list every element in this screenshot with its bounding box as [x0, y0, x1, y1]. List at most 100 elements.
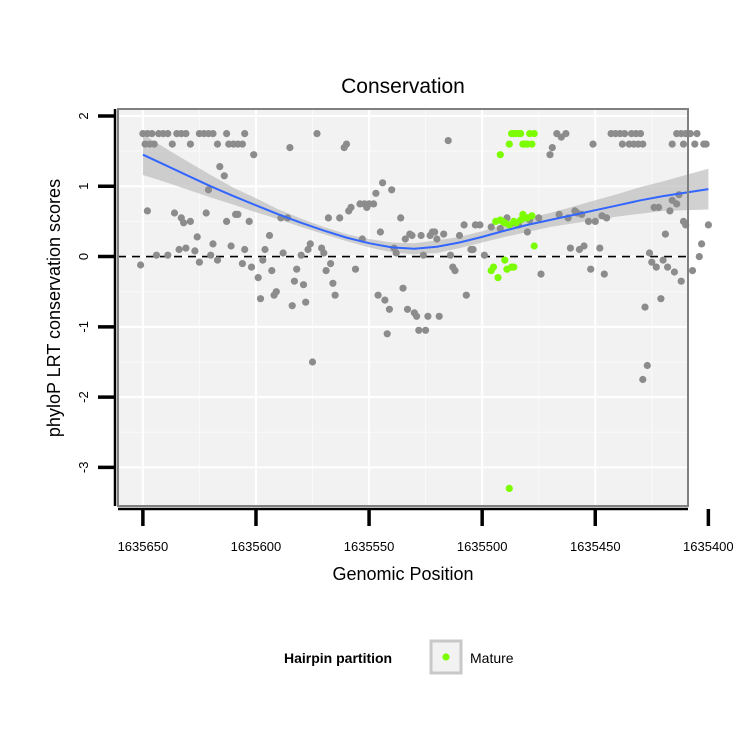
- data-point-mature: [505, 484, 513, 492]
- data-point-mature: [501, 256, 509, 264]
- points-layer: [137, 130, 713, 492]
- data-point-other: [419, 251, 427, 259]
- y-axis: 2 1 0 -1 -2 -3: [76, 109, 117, 506]
- x-tick-label: 1635650: [118, 539, 169, 554]
- data-point-other: [480, 251, 488, 259]
- data-point-other: [216, 163, 224, 171]
- data-point-other: [702, 140, 710, 148]
- data-point-other: [150, 140, 158, 148]
- data-point-other: [148, 130, 156, 138]
- data-point-mature: [510, 263, 518, 271]
- data-point-other: [388, 186, 396, 194]
- x-tick-label: 1635550: [344, 539, 395, 554]
- legend-title: Hairpin partition: [284, 650, 392, 666]
- data-point-other: [641, 303, 649, 311]
- data-point-other: [399, 284, 407, 292]
- data-point-other: [209, 130, 217, 138]
- data-point-other: [186, 217, 194, 225]
- data-point-other: [636, 130, 645, 138]
- data-point-other: [403, 305, 412, 313]
- data-point-mature: [530, 130, 538, 138]
- data-point-other: [381, 296, 389, 304]
- data-point-other: [444, 137, 452, 145]
- data-point-other: [422, 326, 430, 334]
- data-point-other: [223, 217, 231, 225]
- x-tick-label: 1635500: [457, 539, 508, 554]
- data-point-other: [562, 130, 570, 138]
- data-point-other: [193, 233, 201, 241]
- data-point-other: [698, 240, 706, 248]
- data-point-other: [566, 244, 575, 252]
- data-point-other: [580, 242, 588, 250]
- data-point-other: [279, 249, 287, 257]
- data-point-other: [308, 358, 317, 366]
- data-point-other: [476, 221, 484, 229]
- data-point-other: [376, 228, 384, 236]
- y-tick-label: 1: [76, 183, 91, 190]
- data-point-other: [695, 253, 703, 261]
- data-point-other: [435, 312, 443, 320]
- data-point-other: [238, 140, 246, 148]
- x-axis-label: Genomic Position: [332, 564, 473, 584]
- data-point-other: [272, 288, 280, 296]
- y-tick-label: -2: [76, 391, 91, 403]
- data-point-other: [688, 267, 697, 275]
- data-point-other: [462, 291, 470, 299]
- data-point-other: [417, 231, 425, 240]
- y-tick-label: -3: [76, 462, 91, 474]
- data-point-other: [336, 214, 344, 222]
- data-point-other: [204, 186, 213, 194]
- data-point-other: [655, 203, 663, 211]
- data-point-other: [191, 247, 199, 255]
- data-point-other: [668, 140, 676, 148]
- data-point-other: [213, 140, 222, 148]
- data-point-other: [652, 263, 660, 271]
- data-point-other: [186, 140, 194, 148]
- data-point-other: [247, 263, 256, 271]
- data-point-other: [320, 249, 328, 257]
- y-tick-label: -1: [76, 321, 91, 333]
- data-point-mature: [528, 212, 536, 220]
- data-point-other: [673, 200, 681, 208]
- plot-panel: [118, 109, 688, 506]
- panel-border: [117, 108, 689, 507]
- data-point-other: [589, 140, 597, 148]
- y-axis-label: phyloP LRT conservation scores: [44, 179, 64, 437]
- data-point-other: [293, 265, 301, 273]
- data-point-mature: [530, 242, 538, 250]
- data-point-other: [259, 256, 267, 264]
- data-point-mature: [487, 267, 495, 275]
- x-axis: 1635650 1635600 1635550 1635500 1635450 16354…: [118, 507, 734, 554]
- data-point-other: [639, 140, 647, 148]
- y-tick-label: 2: [76, 112, 91, 119]
- data-point-other: [227, 242, 235, 250]
- data-point-other: [523, 228, 532, 236]
- data-point-other: [693, 130, 701, 138]
- x-tick-label: 1635400: [683, 539, 734, 554]
- data-point-other: [324, 214, 332, 222]
- data-point-other: [704, 221, 713, 229]
- data-point-other: [322, 267, 330, 275]
- data-point-other: [618, 140, 627, 148]
- data-point-other: [496, 224, 504, 233]
- data-point-other: [666, 207, 674, 215]
- data-point-other: [220, 172, 228, 180]
- data-point-other: [265, 231, 274, 240]
- x-tick-label: 1635600: [231, 539, 282, 554]
- data-point-other: [648, 258, 656, 266]
- data-point-other: [170, 209, 179, 217]
- data-point-other: [691, 140, 699, 148]
- data-point-other: [535, 214, 543, 222]
- data-point-other: [424, 312, 432, 320]
- data-point-other: [213, 256, 222, 264]
- data-point-other: [451, 267, 459, 275]
- data-point-other: [241, 245, 249, 254]
- data-point-other: [657, 295, 665, 303]
- data-point-other: [331, 291, 339, 299]
- data-point-other: [372, 189, 380, 197]
- data-point-other: [670, 268, 679, 276]
- data-point-other: [137, 261, 145, 269]
- data-point-other: [440, 230, 448, 238]
- data-point-other: [548, 144, 556, 152]
- data-point-other: [679, 140, 688, 148]
